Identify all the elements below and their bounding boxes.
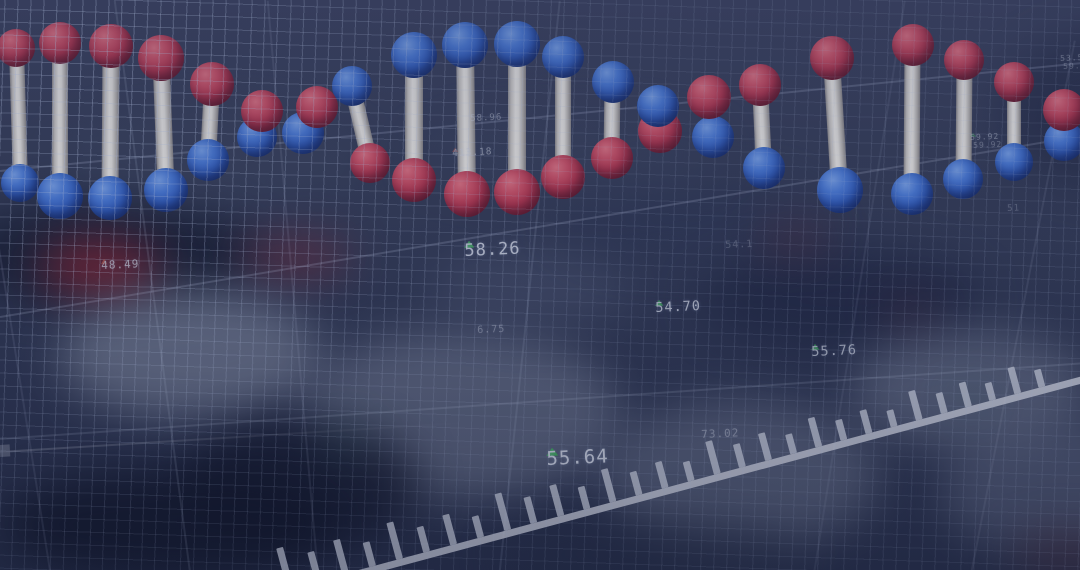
dna-ball-red: [1043, 89, 1080, 131]
dna-ball-red: [541, 155, 585, 199]
dna-ball-blue: [743, 147, 785, 189]
dna-ball-red: [350, 143, 390, 183]
dna-ball-blue: [187, 139, 229, 181]
dna-ball-blue: [692, 116, 734, 158]
dna-ball-blue: [817, 167, 863, 213]
dna-ball-blue: [88, 176, 132, 220]
dna-ball-blue: [442, 22, 488, 68]
dna-ball-red: [392, 158, 436, 202]
dna-ball-red: [944, 40, 984, 80]
dna-ball-red: [296, 86, 338, 128]
dna-strand-bar: [405, 55, 423, 180]
background-blob: [240, 238, 350, 276]
dna-ball-blue: [494, 21, 540, 67]
dna-ball-red: [687, 75, 731, 119]
dna-ball-red: [994, 62, 1034, 102]
background-blob: [760, 225, 830, 251]
dna-ball-red: [241, 90, 283, 132]
dna-ball-red: [39, 22, 81, 64]
dna-ball-blue: [542, 36, 584, 78]
dna-ball-red: [0, 29, 35, 67]
dna-ball-blue: [637, 85, 679, 127]
dna-ball-blue: [391, 32, 437, 78]
dna-ball-red: [739, 64, 781, 106]
dna-ball-blue: [995, 143, 1033, 181]
background-blob: [40, 240, 160, 295]
background-blob: [880, 300, 940, 322]
dna-strand-bar: [1006, 82, 1022, 162]
dna-ball-red: [494, 169, 540, 215]
background-blob: [60, 290, 320, 420]
dna-strand-bar: [508, 44, 526, 192]
dna-ball-blue: [891, 173, 933, 215]
dna-ball-red: [810, 36, 854, 80]
dna-ball-red: [190, 62, 234, 106]
background-blob: [500, 520, 800, 570]
dna-ball-red: [138, 35, 184, 81]
dna-ball-red: [892, 24, 934, 66]
dna-ball-red: [89, 24, 133, 68]
dna-ball-blue: [37, 173, 83, 219]
dna-ball-blue: [592, 61, 634, 103]
background-blob: [320, 430, 370, 448]
dna-ball-blue: [144, 168, 188, 212]
dna-strand-bar: [554, 57, 572, 177]
dna-ball-blue: [332, 66, 372, 106]
dna-ball-red: [444, 171, 490, 217]
background-blob: [430, 250, 630, 330]
dna-strand-bar: [51, 43, 69, 196]
dna-ball-red: [591, 137, 633, 179]
dna-ball-blue: [1, 164, 39, 202]
dna-ball-blue: [943, 159, 983, 199]
